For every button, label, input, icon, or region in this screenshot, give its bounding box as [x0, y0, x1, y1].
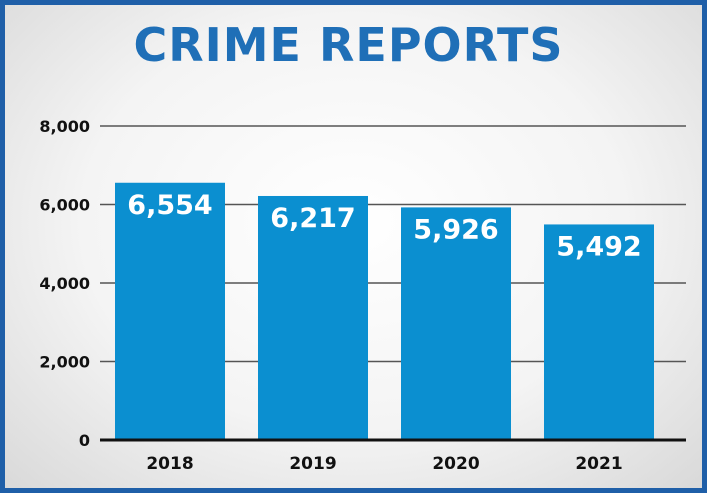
y-tick-label: 8,000 [39, 117, 90, 136]
data-label: 6,217 [270, 203, 355, 234]
bar [544, 224, 654, 440]
x-tick-label: 2019 [289, 454, 336, 474]
data-label: 6,554 [127, 190, 212, 221]
y-tick-label: 2,000 [39, 353, 90, 372]
data-label: 5,492 [556, 231, 641, 262]
y-tick-label: 4,000 [39, 274, 90, 293]
y-tick-label: 0 [79, 431, 90, 450]
x-tick-label: 2018 [146, 454, 193, 474]
bar [258, 195, 368, 440]
chart-title: CRIME REPORTS [133, 18, 564, 72]
x-tick-label: 2021 [575, 454, 622, 474]
data-label: 5,926 [413, 214, 498, 245]
bar [401, 207, 511, 440]
bar [115, 182, 225, 440]
y-tick-label: 6,000 [39, 196, 90, 215]
x-tick-label: 2020 [432, 454, 479, 474]
